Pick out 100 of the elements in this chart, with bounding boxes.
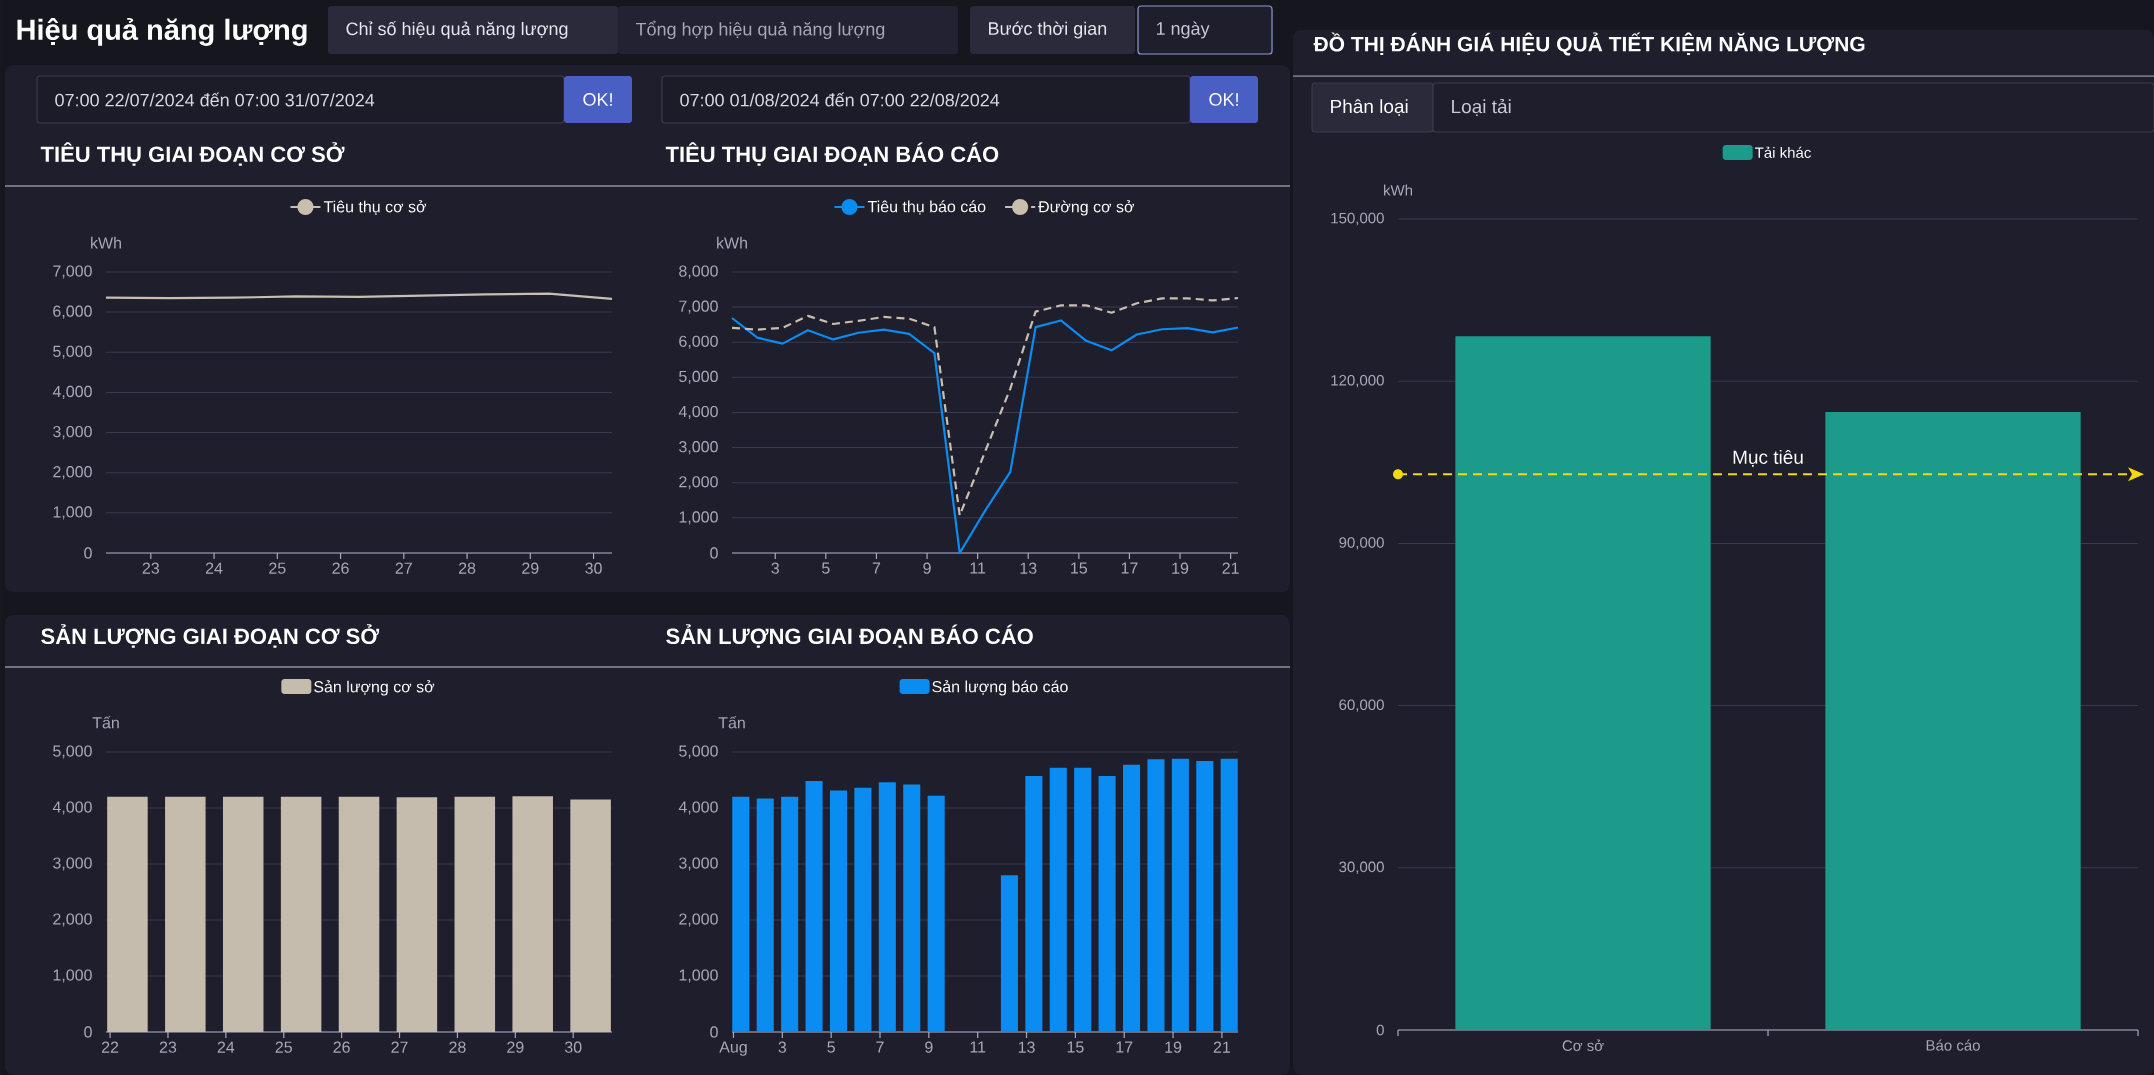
x-tick-label: 5	[827, 1041, 835, 1053]
x-tick-label: 21	[1222, 562, 1239, 574]
x-tick-label: 13	[1018, 1041, 1035, 1053]
y-tick-label: 5,000	[53, 745, 92, 759]
bar	[805, 781, 823, 1032]
legend-label: Tiêu thụ cơ sở	[323, 200, 427, 215]
y-tick-label: 4,000	[52, 385, 92, 400]
text: OK!	[1209, 93, 1238, 106]
bar	[781, 796, 799, 1032]
y-tick-label: 150,000	[1331, 212, 1384, 226]
x-tick-label: 25	[275, 1041, 292, 1053]
x-tick-label: Cơ sở	[1562, 1039, 1604, 1051]
y-tick-label: 3,000	[679, 441, 718, 455]
y-tick-label: 0	[710, 1026, 718, 1038]
bar	[903, 784, 921, 1032]
y-tick-label: 120,000	[1331, 374, 1384, 388]
y-tick-label: 6,000	[679, 335, 718, 349]
y-tick-label: 4,000	[678, 801, 718, 815]
x-tick-label: 19	[1165, 1041, 1182, 1053]
x-tick-label: 22	[101, 1041, 119, 1053]
bar	[927, 795, 945, 1032]
text: Hiệu quả năng lượng	[17, 18, 307, 46]
x-tick-label: Aug	[719, 1041, 747, 1056]
y-tick-label: 1,000	[53, 506, 92, 520]
x-tick-label: 13	[1020, 562, 1037, 574]
x-tick-label: 3	[771, 562, 779, 574]
y-tick-label: 60,000	[1339, 699, 1384, 712]
legend-label: Sản lượng cơ sở	[314, 680, 435, 696]
chart-title: ĐỒ THỊ ĐÁNH GIÁ HIỆU QUẢ TIẾT KIỆM NĂNG LƯỢNG	[1313, 32, 1865, 56]
x-tick-label: 15	[1067, 1041, 1084, 1053]
y-tick-label: 5,000	[679, 745, 718, 759]
legend-label: Tải khác	[1755, 146, 1811, 158]
x-tick-label: 28	[458, 562, 476, 574]
bar	[1049, 767, 1067, 1032]
x-tick-label: 7	[876, 1041, 884, 1053]
text: 07:00 01/08/2024 đến 07:00 22/08/2024	[680, 92, 1000, 107]
y-tick-label: 0	[1376, 1024, 1384, 1036]
y-axis-title: Tấn	[718, 716, 745, 729]
ref-line-label: Mục tiêu	[1733, 449, 1803, 467]
bar	[1220, 758, 1238, 1032]
bar	[756, 798, 774, 1032]
x-tick-label: 26	[333, 1041, 350, 1053]
x-tick-label: 29	[522, 562, 539, 574]
x-tick-label: 24	[205, 562, 223, 574]
x-tick-label: 17	[1121, 562, 1138, 574]
line-series	[730, 296, 1240, 517]
x-tick-label: 3	[778, 1041, 787, 1053]
y-tick-label: 2,000	[53, 913, 92, 927]
x-tick-label: 23	[142, 562, 159, 574]
bar	[1196, 760, 1214, 1032]
y-tick-label: 4,000	[678, 405, 718, 420]
x-tick-label: 5	[822, 562, 830, 574]
x-tick-label: 7	[872, 562, 881, 574]
x-tick-label: 27	[391, 1041, 408, 1053]
y-tick-label: 6,000	[53, 305, 92, 319]
x-tick-label: 17	[1116, 1041, 1133, 1053]
text: OK!	[583, 93, 612, 106]
y-tick-label: 5,000	[679, 370, 718, 384]
x-tick-label: 27	[395, 562, 412, 574]
legend-label: Đường cơ sở	[1038, 200, 1135, 216]
y-tick-label: 1,000	[53, 969, 92, 983]
y-tick-label: 7,000	[679, 300, 718, 314]
x-tick-label: 19	[1172, 562, 1189, 574]
x-tick-label: 15	[1071, 562, 1088, 574]
chart-title: SẢN LƯỢNG GIAI ĐOẠN CƠ SỞ	[41, 624, 380, 648]
chart-title: TIÊU THỤ GIAI ĐOẠN BÁO CÁO	[665, 142, 999, 166]
x-tick-label: 9	[925, 1041, 933, 1053]
chart-title: TIÊU THỤ GIAI ĐOẠN CƠ SỞ	[40, 142, 345, 166]
bar	[1171, 758, 1189, 1032]
x-tick-label: 11	[970, 562, 986, 574]
y-tick-label: 3,000	[679, 857, 718, 871]
x-tick-label: 21	[1213, 1041, 1230, 1053]
bar	[878, 782, 896, 1032]
y-tick-label: 2,000	[53, 466, 92, 480]
y-axis-title: kWh	[717, 236, 747, 249]
bar	[1000, 875, 1018, 1032]
y-axis-title: kWh	[1384, 184, 1413, 196]
bar	[854, 787, 872, 1032]
legend-label: Tiêu thụ báo cáo	[867, 200, 986, 215]
bar	[1098, 776, 1116, 1032]
x-tick-label: 30	[564, 1041, 582, 1053]
y-tick-label: 1,000	[679, 511, 718, 525]
chart-title: SẢN LƯỢNG GIAI ĐOẠN BÁO CÁO	[666, 624, 1033, 648]
x-tick-label: 30	[585, 562, 602, 574]
bar	[1122, 764, 1141, 1032]
y-axis-title: Tấn	[92, 716, 119, 729]
y-tick-label: 0	[84, 547, 92, 559]
y-tick-label: 90,000	[1339, 537, 1384, 550]
y-tick-label: 4,000	[52, 801, 92, 815]
x-tick-label: 24	[217, 1041, 235, 1053]
bar	[1147, 759, 1165, 1032]
y-tick-label: 8,000	[679, 265, 718, 279]
bar	[829, 790, 848, 1032]
legend-label: Sản lượng báo cáo	[932, 680, 1068, 696]
text: Bước thời gian	[989, 21, 1107, 39]
y-tick-label: 5,000	[53, 345, 92, 359]
line-series	[730, 316, 1240, 555]
text: 1 ngày	[1156, 21, 1210, 39]
bar	[1025, 776, 1043, 1032]
y-tick-label: 2,000	[679, 913, 718, 927]
